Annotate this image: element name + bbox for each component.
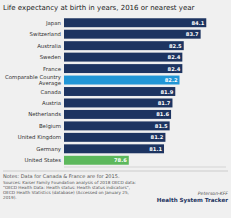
data-label: 78.6: [114, 157, 127, 163]
bar: [64, 87, 175, 96]
tick-label-line: Japan: [45, 20, 61, 27]
data-label: 81.2: [151, 134, 164, 140]
bar: [64, 144, 164, 153]
tick-label-line: United Kingdom: [18, 134, 61, 141]
tick-label: Japan: [45, 20, 61, 27]
source: OECD Health Statistics (database) (Acces…: [3, 190, 129, 195]
x-axis-line: [64, 167, 226, 168]
tick-label: Australia: [37, 43, 61, 49]
bar: [64, 30, 201, 39]
tick-label-line: Austria: [42, 100, 61, 106]
tick-label-line: France: [43, 66, 62, 72]
data-label: 82.4: [168, 66, 181, 72]
tick-label-line: Germany: [36, 146, 62, 153]
tick-label-line: Belgium: [39, 123, 61, 130]
bar: [64, 110, 171, 119]
tick-label: Germany: [36, 146, 62, 153]
bar: [64, 64, 182, 73]
data-label: 81.5: [155, 123, 168, 129]
tick-label: Sweden: [40, 54, 61, 60]
tick-label-line: Canada: [40, 89, 61, 95]
data-label: 81.6: [156, 111, 169, 117]
bar: [64, 41, 184, 50]
background: [0, 0, 231, 218]
tick-label: France: [43, 66, 62, 72]
title: Life expectancy at birth in years, 2016 …: [3, 4, 195, 12]
data-label: 83.7: [186, 31, 199, 37]
data-label: 81.1: [149, 146, 162, 152]
bar: [64, 76, 180, 85]
data-label: 84.1: [191, 20, 204, 26]
tick-label-line: United States: [24, 157, 61, 163]
tick-label: United States: [24, 157, 61, 163]
tick-label: United Kingdom: [18, 134, 61, 141]
bars: [64, 18, 206, 164]
tick-label: Belgium: [39, 123, 61, 130]
tick-label: Canada: [40, 89, 61, 95]
data-label: 82.5: [169, 43, 182, 49]
chart: Life expectancy at birth in years, 2016 …: [0, 0, 231, 218]
bar: [64, 18, 206, 27]
bar: [64, 98, 172, 107]
bar: [64, 156, 129, 165]
logo: Peterson-KFF: [198, 191, 229, 196]
data-label: 82.2: [165, 77, 178, 83]
tick-label: Comparable CountryAverage: [5, 74, 62, 87]
bar: [64, 133, 165, 142]
logo: Health System Tracker: [157, 197, 228, 204]
source: 2019).: [3, 195, 17, 200]
note: Notes: Data for Canada & France are for …: [3, 173, 120, 179]
tick-label-line: Netherlands: [28, 111, 61, 117]
bar: [64, 121, 170, 130]
data-label: 81.7: [158, 100, 171, 106]
data-label: 81.9: [160, 89, 173, 95]
labels: 84.1 Japan 83.7 Switzerland 82.5 Australia 82.…: [5, 20, 205, 164]
tick-label: Austria: [42, 100, 61, 106]
bar: [64, 53, 182, 62]
tick-label-line: Switzerland: [30, 31, 61, 37]
separator: [3, 171, 228, 172]
tick-label-line: Sweden: [40, 54, 61, 60]
tick-label-line: Average: [39, 80, 62, 87]
tick-label-line: Australia: [37, 43, 61, 49]
tick-label: Netherlands: [28, 111, 61, 117]
tick-label: Switzerland: [30, 31, 61, 37]
data-label: 82.4: [168, 54, 181, 60]
